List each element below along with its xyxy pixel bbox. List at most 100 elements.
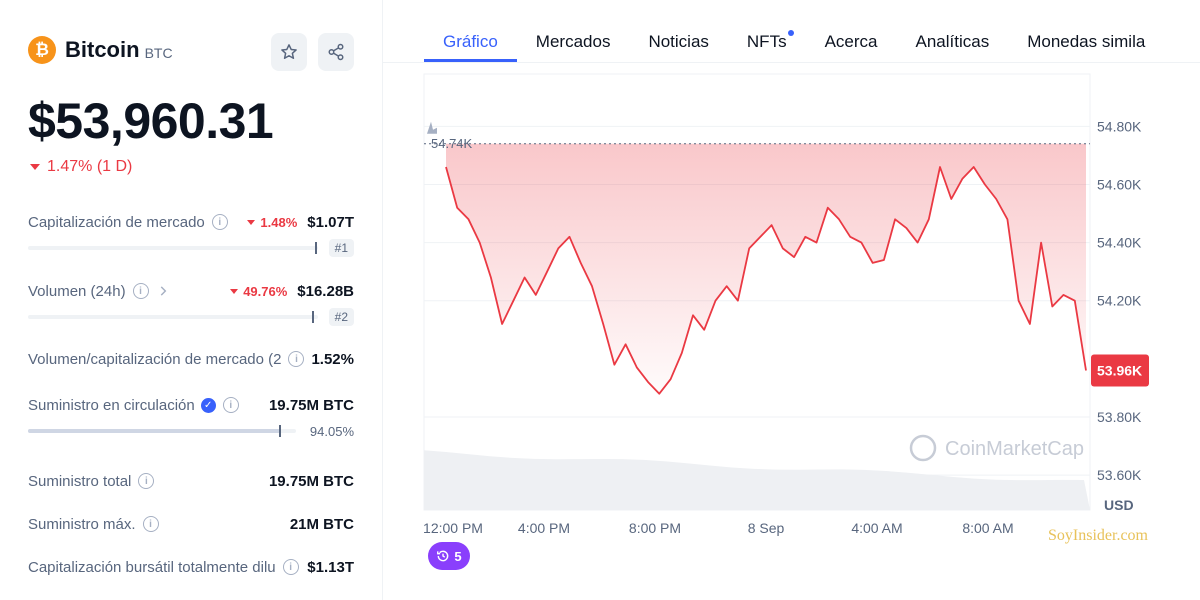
stat-value: 19.75M BTC xyxy=(268,396,354,414)
coin-name: Bitcoin xyxy=(65,37,140,62)
progress-bar xyxy=(28,311,318,323)
current-price-label: 53.96K xyxy=(1097,362,1142,378)
y-tick-label: 54.80K xyxy=(1097,118,1142,134)
tab-label: Gráfico xyxy=(443,32,498,51)
tab-mercados[interactable]: Mercados xyxy=(517,20,630,62)
info-icon[interactable]: i xyxy=(211,214,228,230)
verified-badge-icon: ✓ xyxy=(200,397,216,413)
price-area-fill xyxy=(446,143,1086,394)
y-tick-label: 54.20K xyxy=(1097,293,1142,309)
stat-label: Suministro máx. xyxy=(28,515,136,533)
stat-value: 21M BTC xyxy=(289,515,354,533)
new-indicator-dot xyxy=(787,30,794,36)
stat-value: $1.07T xyxy=(307,213,354,231)
chevron-right-icon[interactable] xyxy=(156,284,170,298)
supply-percent: 94.05% xyxy=(309,423,354,439)
tab-label: Acerca xyxy=(824,32,878,51)
tab-label: Monedas simila xyxy=(1027,32,1146,51)
x-tick-label: 8:00 AM xyxy=(962,520,1013,536)
share-icon xyxy=(328,43,344,61)
watchlist-star-button[interactable] xyxy=(271,33,307,71)
high-marker-icon xyxy=(427,121,437,134)
volume-area xyxy=(424,448,1090,510)
supply-progress-fill xyxy=(28,429,281,433)
progress-bar xyxy=(28,242,318,254)
x-tick-label: 8 Sep xyxy=(748,520,785,536)
stat-volume-market-cap: Volumen/capitalización de mercado (2 i 1… xyxy=(28,349,354,369)
current-price-tag xyxy=(1091,354,1149,387)
stat-change: 1.48% xyxy=(247,215,297,230)
stat-value: 19.75M BTC xyxy=(268,472,354,490)
stat-value: $1.13T xyxy=(307,558,354,576)
events-badge[interactable]: 5 xyxy=(428,542,470,570)
x-tick-label: 4:00 AM xyxy=(851,520,902,536)
caret-down-icon xyxy=(247,219,256,225)
tab-label: Analíticas xyxy=(915,32,990,51)
y-tick-label: 54.60K xyxy=(1097,176,1142,192)
info-icon[interactable]: i xyxy=(282,559,299,575)
price-change-value: 1.47% (1 D) xyxy=(47,158,133,175)
x-tick-label: 8:00 PM xyxy=(629,520,681,536)
tab-label: Noticias xyxy=(648,32,709,51)
tab-grafico[interactable]: Gráfico xyxy=(424,20,517,62)
stat-label: Suministro total xyxy=(28,472,132,490)
y-tick-label: 54.40K xyxy=(1097,235,1142,251)
coin-overview-panel: ₿ Bitcoin BTC $53,960.31 1.47% (1 D) Cap… xyxy=(0,0,383,600)
tabs-divider xyxy=(383,62,1200,63)
info-icon[interactable]: i xyxy=(222,397,239,413)
coinmarketcap-watermark: CoinMarketCap xyxy=(909,434,1084,462)
stat-label: Volumen (24h) xyxy=(28,282,126,300)
stat-label: Volumen/capitalización de mercado (2 xyxy=(28,350,282,368)
x-tick-label: 12:00 PM xyxy=(423,520,483,536)
info-icon[interactable]: i xyxy=(288,351,305,367)
coin-header: ₿ Bitcoin BTC xyxy=(28,36,173,64)
stat-volume: Volumen (24h) i 49.76% $16.28B #2 xyxy=(28,281,354,327)
tab-noticias[interactable]: Noticias xyxy=(629,20,727,62)
stat-value: 1.52% xyxy=(311,350,354,368)
share-button[interactable] xyxy=(318,33,354,71)
supply-progress-bar xyxy=(28,425,296,437)
stat-change-value: 1.48% xyxy=(260,214,298,230)
stat-label: Suministro en circulación xyxy=(28,396,195,414)
rank-badge: #2 xyxy=(328,308,354,326)
clock-history-icon xyxy=(437,550,449,562)
tab-label: NFTs xyxy=(746,32,787,51)
stat-change: 49.76% xyxy=(230,284,287,299)
info-icon[interactable]: i xyxy=(132,283,149,299)
source-credit: SoyInsider.com xyxy=(1048,527,1148,544)
coin-ticker: BTC xyxy=(144,44,173,61)
x-axis: 12:00 PM 4:00 PM 8:00 PM 8 Sep 4:00 AM 8:00 A… xyxy=(423,520,1014,536)
tab-acerca[interactable]: Acerca xyxy=(806,20,897,62)
stat-label: Capitalización de mercado xyxy=(28,213,205,231)
stat-value: $16.28B xyxy=(297,282,354,300)
tab-monedas-similares[interactable]: Monedas simila xyxy=(1008,20,1164,62)
y-tick-label: 53.60K xyxy=(1097,467,1142,483)
currency-label: USD xyxy=(1104,497,1134,513)
info-icon[interactable]: i xyxy=(142,516,159,532)
y-axis: 54.80K 54.60K 54.40K 54.20K 53.80K 53.60K xyxy=(1097,118,1142,483)
stat-change-value: 49.76% xyxy=(243,283,288,299)
caret-down-icon xyxy=(230,288,239,294)
stat-circulating-supply: Suministro en circulación ✓ i 19.75M BTC… xyxy=(28,395,354,441)
bitcoin-logo-icon: ₿ xyxy=(28,36,56,64)
stat-max-supply: Suministro máx. i 21M BTC xyxy=(28,514,354,534)
info-icon[interactable]: i xyxy=(138,473,155,489)
coin-price: $53,960.31 xyxy=(28,93,274,149)
watermark-text: CoinMarketCap xyxy=(945,438,1084,460)
tab-analiticas[interactable]: Analíticas xyxy=(897,20,1009,62)
rank-badge: #1 xyxy=(328,239,354,257)
stat-market-cap: Capitalización de mercado i 1.48% $1.07T… xyxy=(28,212,354,258)
caret-down-icon xyxy=(30,164,40,170)
stat-fully-diluted-market-cap: Capitalización bursátil totalmente dilu … xyxy=(28,557,354,577)
y-tick-label: 53.80K xyxy=(1097,409,1142,425)
high-price-label: 54.74K xyxy=(431,136,473,151)
coin-tabs: Gráfico Mercados Noticias NFTs Acerca An… xyxy=(424,20,1164,62)
star-icon xyxy=(281,44,297,59)
tab-nfts[interactable]: NFTs xyxy=(728,20,806,62)
progress-marker xyxy=(312,311,314,323)
stat-label: Capitalización bursátil totalmente dilu xyxy=(28,558,276,576)
price-change-1d: 1.47% (1 D) xyxy=(30,158,132,176)
progress-marker xyxy=(279,425,282,437)
progress-marker xyxy=(315,242,317,254)
